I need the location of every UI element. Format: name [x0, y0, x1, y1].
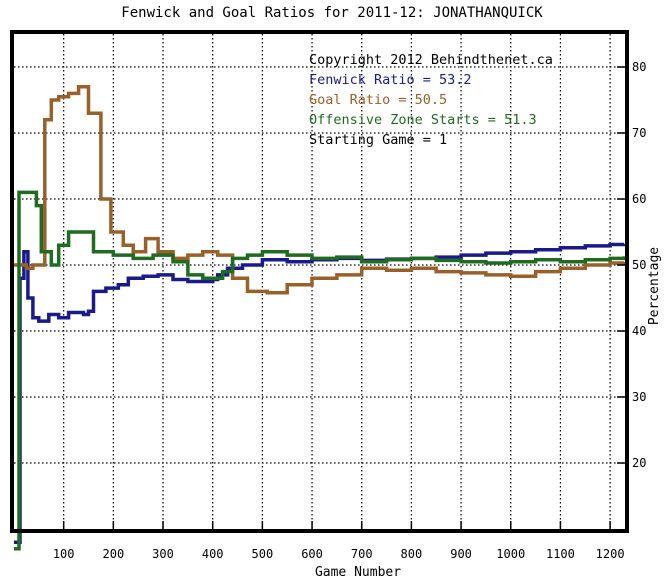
x-tick-label: 500	[252, 547, 274, 561]
x-tick-label: 1000	[496, 547, 525, 561]
x-tick-label: 600	[301, 547, 323, 561]
series-layer	[14, 85, 626, 551]
grid	[14, 34, 625, 529]
y-tick-label: 80	[632, 60, 646, 74]
x-tick-label: 100	[53, 547, 75, 561]
series-line-0	[14, 242, 626, 544]
x-tick-label: 400	[202, 547, 224, 561]
x-tick-label: 800	[401, 547, 423, 561]
x-tick-label: 1100	[546, 547, 575, 561]
y-tick-label: 20	[632, 456, 646, 470]
x-tick-label: 900	[450, 547, 472, 561]
x-tick-label: 1200	[596, 547, 625, 561]
tick-layer: 100 200 300 400 500 600 700 800 900 1000 1100 1200 2…	[53, 60, 647, 561]
legend: Copyright 2012 Behindthenet.ca Fenwick Ra…	[309, 52, 553, 148]
chart-title: Fenwick and Goal Ratios for 2011-12: JON…	[121, 5, 543, 21]
series-line-1	[14, 85, 626, 295]
legend-entry: Fenwick Ratio = 53.2	[309, 72, 472, 88]
y-tick-label: 70	[632, 126, 646, 140]
legend-entry: Offensive Zone Starts = 51.3	[309, 112, 537, 128]
legend-entry: Starting Game = 1	[309, 132, 447, 148]
x-tick-label: 700	[351, 547, 373, 561]
y-tick-label: 40	[632, 324, 646, 338]
plot-frame	[10, 30, 629, 533]
legend-entry: Goal Ratio = 50.5	[309, 92, 447, 108]
y-axis-label: Percentage	[647, 247, 662, 325]
x-tick-label: 300	[152, 547, 174, 561]
y-tick-label: 60	[632, 192, 646, 206]
x-axis-label: Game Number	[315, 565, 401, 580]
series-line-2	[14, 190, 626, 551]
y-tick-label: 50	[632, 258, 646, 272]
legend-entry: Copyright 2012 Behindthenet.ca	[309, 52, 553, 68]
y-tick-label: 30	[632, 390, 646, 404]
x-tick-label: 200	[103, 547, 125, 561]
